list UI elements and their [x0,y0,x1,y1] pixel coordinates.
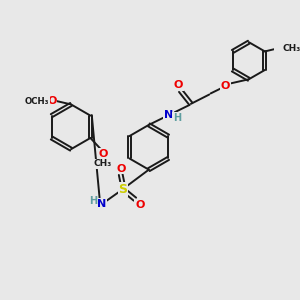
Text: N: N [164,110,173,120]
Text: N: N [97,199,106,208]
Text: H: H [173,113,181,123]
Text: O: O [135,200,145,210]
Text: OCH₃: OCH₃ [25,97,50,106]
Text: CH₃: CH₃ [94,159,112,168]
Text: S: S [118,183,127,196]
Text: H: H [89,196,97,206]
Text: O: O [221,81,230,91]
Text: O: O [47,96,57,106]
Text: O: O [116,164,125,174]
Text: CH₃: CH₃ [282,44,300,53]
Text: O: O [174,80,183,90]
Text: O: O [98,148,107,158]
